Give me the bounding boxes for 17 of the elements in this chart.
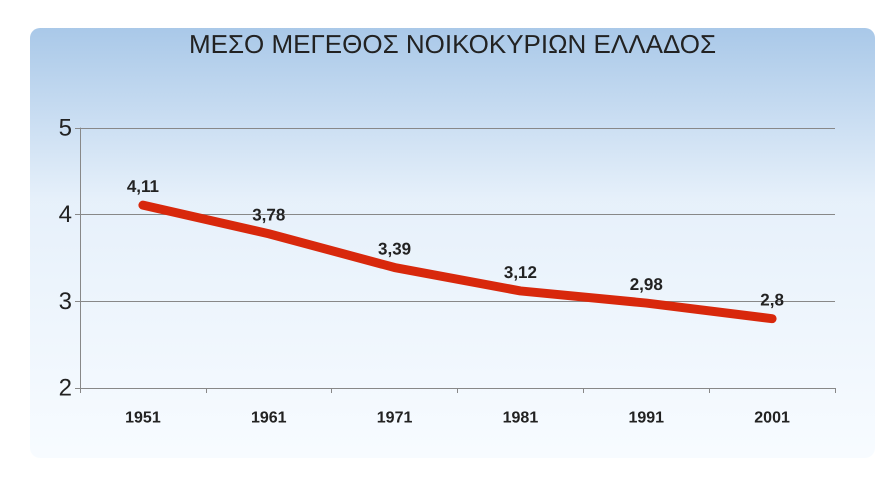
y-tick-label: 5	[58, 114, 72, 142]
y-tick-label: 2	[58, 374, 72, 402]
y-tick-label: 4	[58, 201, 72, 228]
x-tick-label: 1951	[125, 410, 161, 426]
x-tick-label: 1961	[250, 410, 287, 426]
data-label: 2,98	[630, 275, 663, 294]
data-label: 2,8	[760, 290, 784, 310]
chart-title: ΜΕΣΟ ΜΕΓΕΘΟΣ ΝΟΙΚΟΚΥΡΙΩΝ ΕΛΛΑΔΟΣ	[188, 29, 716, 59]
data-label: 4,11	[126, 177, 159, 196]
y-tick-label: 3	[58, 288, 72, 315]
x-tick-label: 1991	[628, 410, 664, 426]
x-tick-label: 2001	[754, 410, 790, 426]
x-tick-label: 1981	[502, 410, 538, 426]
data-label: 3,12	[504, 262, 537, 282]
x-tick-label: 1971	[376, 410, 412, 426]
data-label: 3,39	[378, 240, 412, 259]
data-label: 3,78	[252, 206, 286, 225]
